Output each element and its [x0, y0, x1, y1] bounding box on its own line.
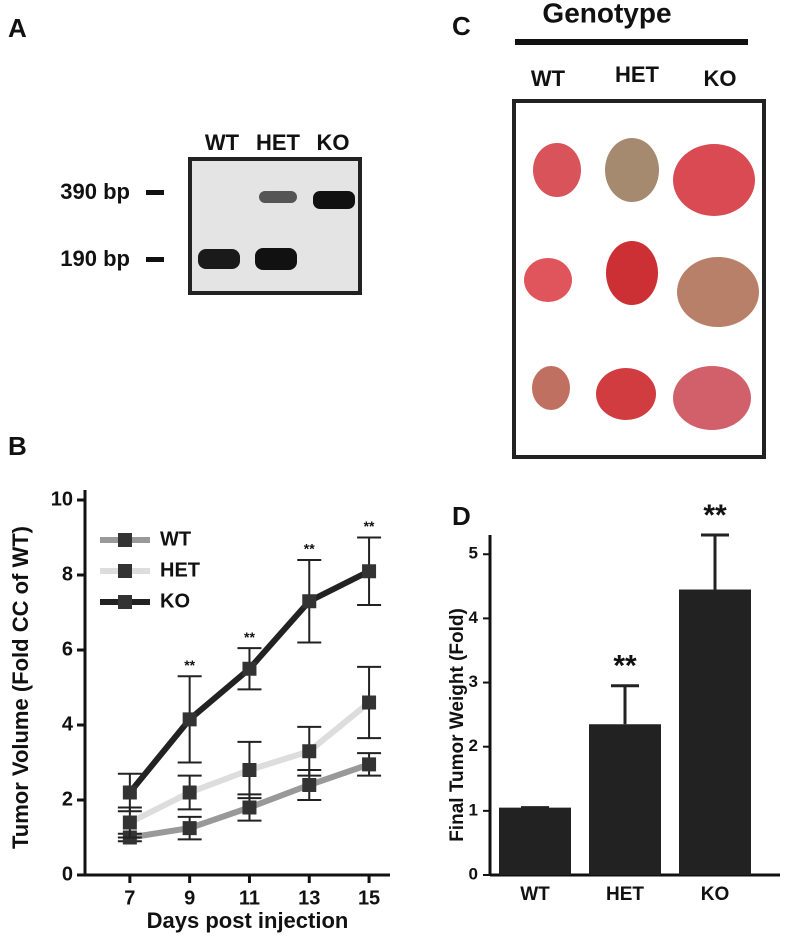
- x-tick-label: 9: [184, 887, 195, 909]
- error-bar: [701, 533, 729, 590]
- y-tick-label: 10: [51, 488, 73, 510]
- title-bar: [515, 39, 748, 45]
- marker: [182, 712, 197, 727]
- significance: **: [184, 657, 195, 673]
- marker: [242, 763, 257, 777]
- y-axis-label: Tumor Volume (Fold CC of WT): [8, 526, 33, 849]
- marker: [302, 778, 317, 792]
- x-tick-label: KO: [701, 884, 730, 905]
- y-tick-label: 8: [62, 563, 73, 585]
- marker: [182, 785, 197, 800]
- y-tick-label: 2: [62, 788, 73, 810]
- x-tick-label: 15: [358, 887, 380, 909]
- legend-label: WT: [160, 528, 191, 550]
- marker: [362, 695, 377, 710]
- y-tick-label: 6: [62, 638, 73, 660]
- significance: **: [364, 518, 375, 534]
- bar: [679, 589, 751, 875]
- y-tick-label: 4: [62, 713, 74, 735]
- marker: [122, 815, 137, 830]
- marker: [302, 594, 317, 609]
- marker-label: 390 bp: [60, 179, 130, 204]
- marker: [302, 744, 317, 759]
- column-label: WT: [531, 66, 566, 91]
- band: [313, 191, 355, 209]
- lane-label: KO: [317, 130, 350, 155]
- y-tick-label: 0: [469, 864, 478, 883]
- lane-label: HET: [256, 130, 301, 155]
- marker-label: 190 bp: [60, 246, 130, 271]
- y-axis-label: Final Tumor Weight (Fold): [447, 608, 468, 842]
- band: [198, 249, 240, 269]
- marker: [122, 785, 137, 800]
- column-label: KO: [704, 66, 737, 91]
- bar: [499, 807, 571, 875]
- photo-title: Genotype: [542, 0, 671, 28]
- marker: [242, 661, 257, 676]
- tumors: [524, 138, 759, 430]
- bar: [589, 724, 661, 875]
- marker-dash: [146, 257, 164, 262]
- panel-label: C: [452, 11, 471, 41]
- y-tick-label: 3: [469, 672, 478, 691]
- legend-marker: [118, 564, 132, 578]
- y-tick-label: 5: [469, 544, 478, 563]
- significance: **: [613, 650, 637, 683]
- marker: [182, 821, 197, 836]
- panel-label: A: [8, 13, 27, 43]
- y-tick-label: 1: [469, 800, 478, 819]
- band: [259, 191, 297, 203]
- error-bar: [611, 684, 639, 725]
- legend-marker: [118, 595, 132, 609]
- x-tick-label: 11: [239, 887, 260, 909]
- y-tick-label: 2: [469, 736, 478, 755]
- band: [255, 248, 297, 270]
- marker: [362, 757, 377, 772]
- legend-marker: [118, 533, 132, 547]
- marker-dash: [146, 190, 164, 195]
- gel: [188, 157, 362, 295]
- significance: **: [304, 541, 315, 557]
- lane-label: WT: [205, 130, 240, 155]
- panel-label: B: [8, 431, 27, 461]
- marker: [242, 800, 257, 815]
- legend-label: KO: [160, 590, 190, 612]
- x-tick-label: WT: [520, 884, 550, 905]
- legend-label: HET: [160, 559, 200, 581]
- x-tick-label: 7: [124, 887, 135, 909]
- panel-label: D: [452, 501, 471, 531]
- y-tick-label: 0: [62, 863, 73, 885]
- marker: [362, 564, 377, 579]
- y-tick-label: 4: [469, 608, 479, 627]
- x-tick-label: 13: [298, 887, 320, 909]
- x-tick-label: HET: [606, 884, 644, 905]
- significance: **: [244, 629, 255, 645]
- significance: **: [703, 499, 727, 532]
- column-label: HET: [615, 62, 660, 87]
- x-axis-label: Days post injection: [147, 908, 349, 933]
